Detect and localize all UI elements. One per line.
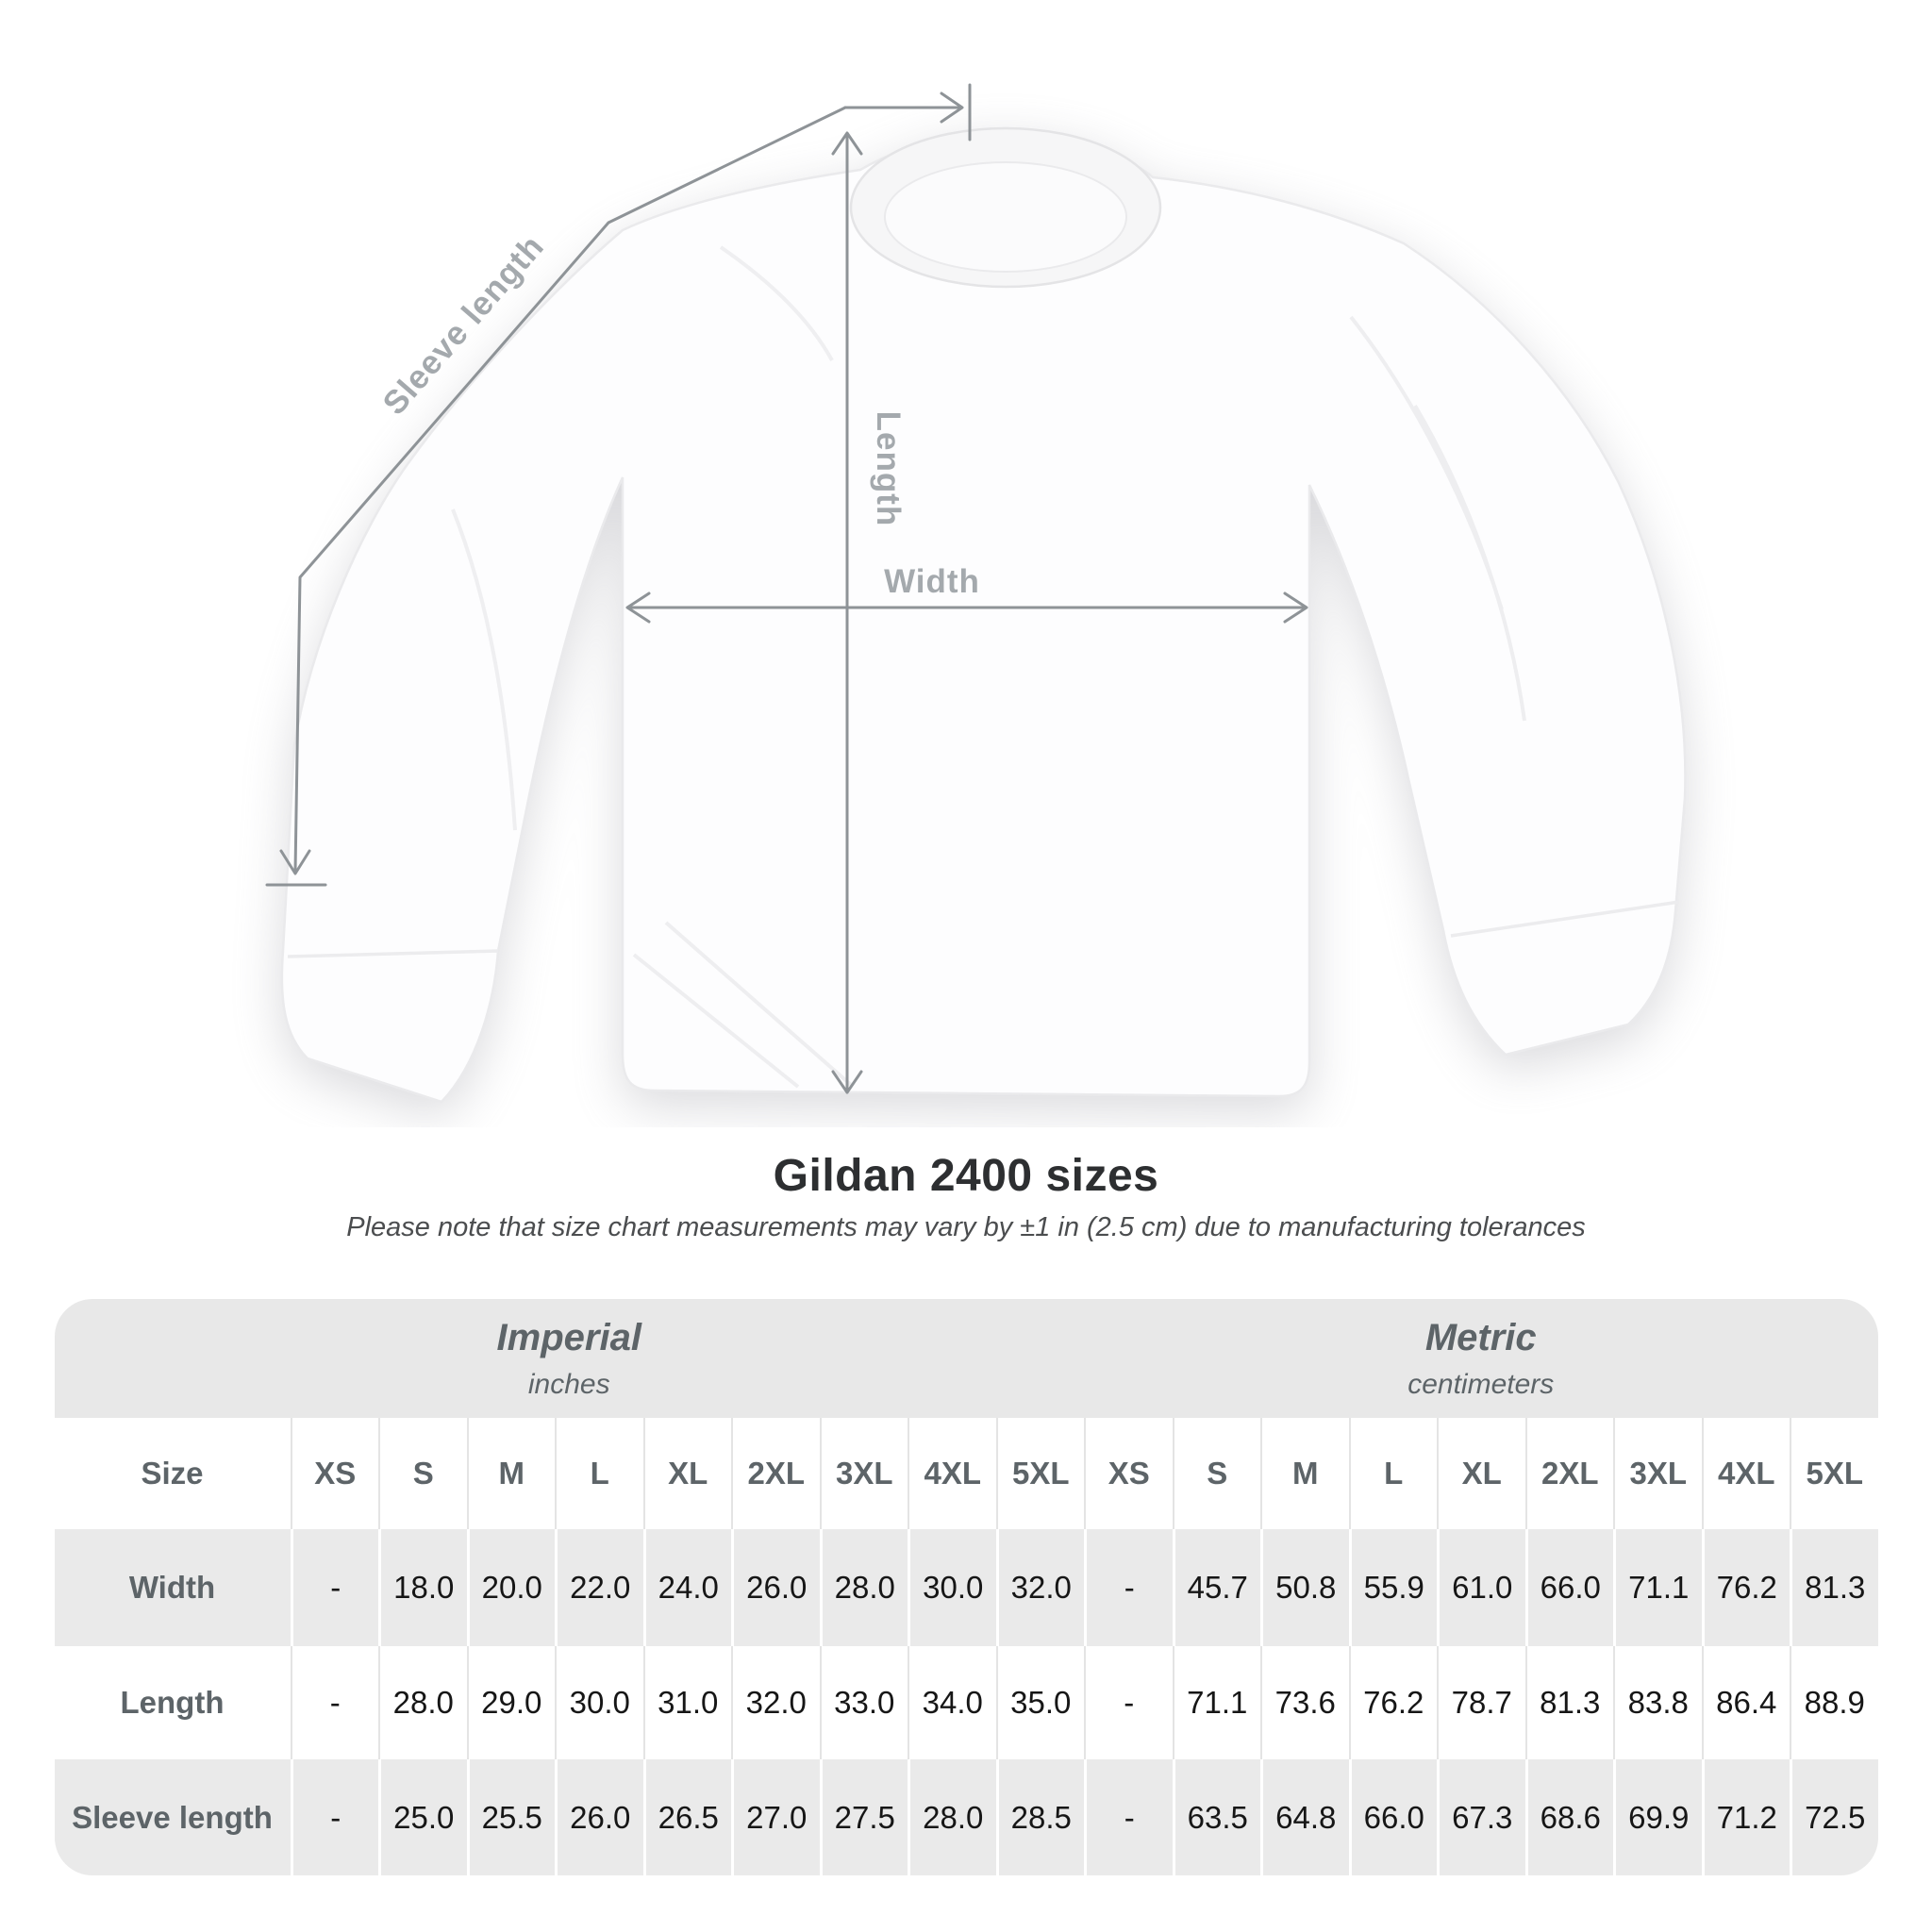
- size-header-imp-l: L: [555, 1418, 643, 1529]
- table-cell: 26.0: [731, 1529, 820, 1646]
- metric-label: Metric: [1424, 1316, 1537, 1358]
- table-cell: 66.0: [1348, 1759, 1437, 1875]
- table-cell: 69.9: [1613, 1759, 1702, 1875]
- table-cell: 35.0: [995, 1646, 1084, 1759]
- metric-unit: centimeters: [1407, 1368, 1555, 1400]
- size-header-imp-2xl: 2XL: [731, 1418, 820, 1529]
- table-cell: 26.0: [555, 1759, 643, 1875]
- shirt-diagram-svg: Sleeve length Length Width: [265, 83, 1687, 1104]
- table-cell: 29.0: [466, 1646, 555, 1759]
- table-cell: 71.1: [1613, 1529, 1702, 1646]
- table-cell: 30.0: [555, 1646, 643, 1759]
- table-cell: 31.0: [642, 1646, 731, 1759]
- table-cell: 24.0: [642, 1529, 731, 1646]
- table-cell: -: [290, 1759, 378, 1875]
- table-cell: 78.7: [1437, 1646, 1525, 1759]
- length-measure-line: [831, 131, 863, 1094]
- size-header-imp-m: M: [466, 1418, 555, 1529]
- table-cell: 27.5: [819, 1759, 908, 1875]
- table-cell: 28.0: [908, 1759, 996, 1875]
- length-label: Length: [870, 411, 907, 527]
- size-table: Imperial inches Metric centimeters Size …: [54, 1299, 1878, 1875]
- table-cell: 25.5: [466, 1759, 555, 1875]
- table-cell: 55.9: [1348, 1529, 1437, 1646]
- table-cell: -: [1084, 1529, 1173, 1646]
- size-header-imp-3xl: 3XL: [819, 1418, 908, 1529]
- table-cell: 71.2: [1701, 1759, 1790, 1875]
- table-cell: 50.8: [1260, 1529, 1349, 1646]
- table-cell: 88.9: [1790, 1646, 1878, 1759]
- right-cuff-seam: [1450, 900, 1680, 938]
- top-measure-line: [843, 83, 972, 142]
- table-cell: -: [290, 1529, 378, 1646]
- long-sleeve-shirt-illustration: [280, 126, 1687, 1104]
- table-cell: 28.0: [819, 1529, 908, 1646]
- size-header-imp-xs: XS: [290, 1418, 378, 1529]
- table-cell: 67.3: [1437, 1759, 1525, 1875]
- size-header-met-5xl: 5XL: [1790, 1418, 1878, 1529]
- table-cell: 64.8: [1260, 1759, 1349, 1875]
- collar-inner: [884, 161, 1127, 273]
- table-cell: 81.3: [1790, 1529, 1878, 1646]
- page-title: Gildan 2400 sizes: [773, 1151, 1159, 1201]
- table-cell: 32.0: [995, 1529, 1084, 1646]
- table-cell: 33.0: [819, 1646, 908, 1759]
- size-header-met-3xl: 3XL: [1613, 1418, 1702, 1529]
- size-header-met-4xl: 4XL: [1701, 1418, 1790, 1529]
- table-cell: 26.5: [642, 1759, 731, 1875]
- table-cell: 76.2: [1348, 1646, 1437, 1759]
- size-header-imp-xl: XL: [642, 1418, 731, 1529]
- table-cell: 83.8: [1613, 1646, 1702, 1759]
- row-label-length: Length: [54, 1646, 291, 1759]
- size-header-met-xs: XS: [1084, 1418, 1173, 1529]
- table-cell: 61.0: [1437, 1529, 1525, 1646]
- table-cell: 25.0: [378, 1759, 467, 1875]
- table-cell: 73.6: [1260, 1646, 1349, 1759]
- table-cell: 28.5: [995, 1759, 1084, 1875]
- fabric-fold-lines: [451, 245, 1526, 1089]
- table-cell: 63.5: [1172, 1759, 1260, 1875]
- table-cell: 76.2: [1701, 1529, 1790, 1646]
- table-cell: -: [290, 1646, 378, 1759]
- table-cell: 71.1: [1172, 1646, 1260, 1759]
- table-cell: 86.4: [1701, 1646, 1790, 1759]
- table-cell: 27.0: [731, 1759, 820, 1875]
- table-cell: -: [1084, 1646, 1173, 1759]
- imperial-unit: inches: [527, 1368, 610, 1400]
- size-header-met-s: S: [1172, 1418, 1260, 1529]
- table-cell: -: [1084, 1759, 1173, 1875]
- size-header-imp-5xl: 5XL: [995, 1418, 1084, 1529]
- size-header-met-m: M: [1260, 1418, 1349, 1529]
- metric-group-header: Metric centimeters: [1084, 1299, 1878, 1418]
- table-cell: 18.0: [378, 1529, 467, 1646]
- table-cell: 32.0: [731, 1646, 820, 1759]
- size-header-imp-4xl: 4XL: [908, 1418, 996, 1529]
- size-header-imp-s: S: [378, 1418, 467, 1529]
- width-measure-line: [625, 591, 1308, 624]
- size-header-met-2xl: 2XL: [1524, 1418, 1613, 1529]
- table-cell: 45.7: [1172, 1529, 1260, 1646]
- table-cell: 28.0: [378, 1646, 467, 1759]
- table-cell: 72.5: [1790, 1759, 1878, 1875]
- width-label: Width: [884, 563, 980, 600]
- size-header-met-xl: XL: [1437, 1418, 1525, 1529]
- table-cell: 20.0: [466, 1529, 555, 1646]
- table-cell: 66.0: [1524, 1529, 1613, 1646]
- sleeve-length-measure-line: [265, 106, 847, 887]
- table-cell: 68.6: [1524, 1759, 1613, 1875]
- shirt-measurement-diagram: Sleeve length Length Width: [265, 83, 1687, 1104]
- imperial-label: Imperial: [496, 1316, 641, 1358]
- size-header-met-l: L: [1348, 1418, 1437, 1529]
- table-cell: 81.3: [1524, 1646, 1613, 1759]
- size-column-header: Size: [54, 1418, 291, 1529]
- row-label-width: Width: [54, 1529, 291, 1646]
- table-cell: 34.0: [908, 1646, 996, 1759]
- tolerance-note: Please note that size chart measurements…: [346, 1212, 1586, 1242]
- row-label-sleeve-length: Sleeve length: [54, 1759, 291, 1875]
- imperial-group-header: Imperial inches: [54, 1299, 1084, 1418]
- left-cuff-seam: [287, 949, 499, 958]
- table-cell: 30.0: [908, 1529, 996, 1646]
- table-cell: 22.0: [555, 1529, 643, 1646]
